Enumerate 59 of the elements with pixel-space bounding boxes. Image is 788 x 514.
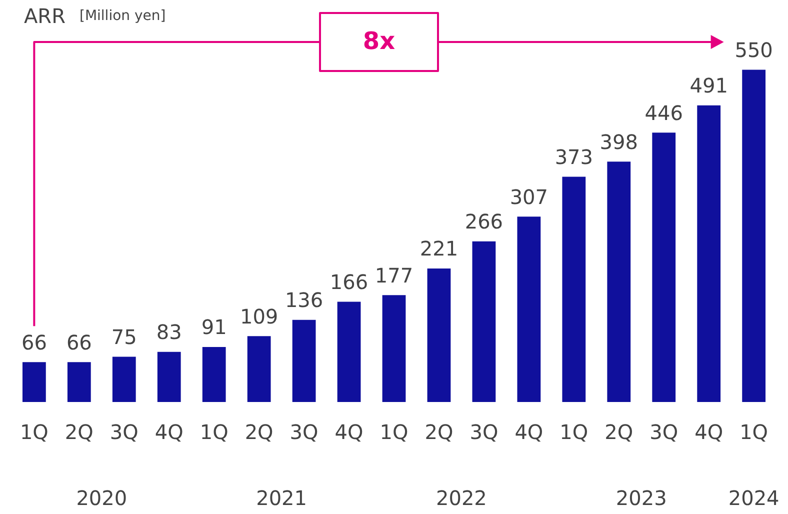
bar <box>427 268 451 402</box>
text: 2024 <box>728 486 780 510</box>
x-tick-label: 1Q <box>380 420 408 444</box>
data-label: 109 <box>240 304 278 328</box>
bar <box>697 105 721 402</box>
chart-title: ARR <box>24 4 66 28</box>
x-tick-label: 3Q <box>470 420 498 444</box>
data-label: 446 <box>644 100 683 125</box>
x-tick-label: 2Q <box>244 420 274 444</box>
text: 8x <box>362 27 396 56</box>
data-label: 136 <box>284 288 324 312</box>
bar <box>652 132 676 402</box>
data-label: 166 <box>330 270 368 294</box>
bar <box>202 347 226 402</box>
bar <box>742 70 766 402</box>
bar <box>337 302 361 402</box>
x-tick-label: 4Q <box>334 420 364 444</box>
x-tick-label: 3Q <box>290 420 318 444</box>
data-label: 373 <box>554 144 593 169</box>
bar <box>247 336 271 402</box>
x-tick-label: 2Q <box>604 420 634 444</box>
bar <box>517 216 541 402</box>
data-label: 307 <box>510 184 548 209</box>
x-tick-label: 4Q <box>514 420 544 444</box>
data-label: 177 <box>374 263 414 288</box>
text: 2021 <box>256 486 308 510</box>
x-tick-label: 2Q <box>64 420 94 444</box>
bar <box>112 356 136 402</box>
x-tick-label: 4Q <box>154 420 184 444</box>
bar <box>382 295 406 402</box>
chart-subtitle: [Million yen] <box>79 8 166 24</box>
text: 2022 <box>436 486 487 510</box>
data-label: 66 <box>66 330 92 354</box>
x-tick-label: 1Q <box>740 420 768 444</box>
data-label: 66 <box>21 330 47 354</box>
data-label: 398 <box>600 130 638 154</box>
data-label: 221 <box>420 236 458 261</box>
x-tick-label: 1Q <box>560 420 588 444</box>
data-label: 91 <box>201 315 227 340</box>
data-label: 491 <box>690 74 728 98</box>
x-tick-label: 4Q <box>694 420 724 444</box>
x-tick-label: 3Q <box>650 420 678 444</box>
bar <box>607 162 631 402</box>
text: 2023 <box>616 486 667 510</box>
bar <box>67 362 91 402</box>
x-tick-label: 2Q <box>424 420 454 444</box>
data-label: 550 <box>734 38 773 62</box>
data-label: 266 <box>464 210 504 234</box>
text: 2020 <box>76 486 128 510</box>
x-tick-label: 3Q <box>110 420 138 444</box>
bar <box>157 352 181 402</box>
bar <box>22 362 46 402</box>
bar <box>292 320 316 402</box>
data-label: 75 <box>111 324 137 349</box>
x-tick-label: 1Q <box>20 420 48 444</box>
bar <box>472 241 496 402</box>
data-label: 83 <box>156 320 182 344</box>
x-tick-label: 1Q <box>200 420 228 444</box>
bar <box>562 176 586 402</box>
